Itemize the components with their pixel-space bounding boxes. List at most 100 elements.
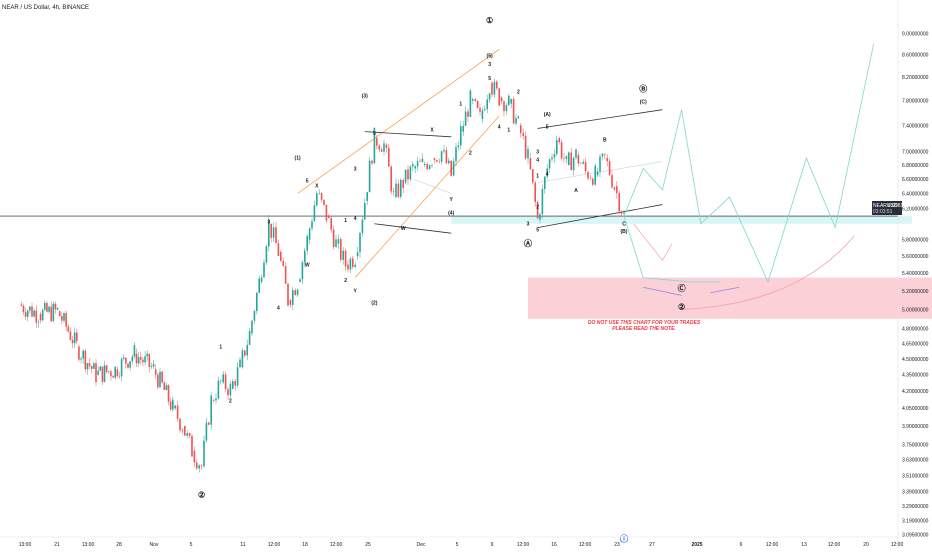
candle-body (265, 246, 268, 263)
candles-layer (20, 78, 625, 473)
candle-body (127, 363, 129, 368)
candle-body (35, 310, 38, 323)
candle-body (46, 302, 48, 312)
support-zone (451, 215, 912, 224)
x-tick-label: 21 (54, 542, 60, 548)
candle-body (241, 350, 244, 368)
x-tick-label: Dec (417, 542, 426, 548)
candle-body (239, 359, 241, 368)
wave-label: 3 (536, 149, 539, 155)
candle-body (196, 462, 198, 469)
y-axis[interactable]: 9.00000000 8.60000000 8.20000000 7.80000000… (897, 0, 929, 550)
candle-body (395, 183, 397, 198)
candle-body (505, 105, 508, 112)
candle-body (342, 250, 344, 260)
candle-body (462, 125, 464, 132)
candle-body (110, 371, 112, 377)
x-tick-label: 28 (116, 542, 122, 548)
wave-label: 1 (459, 101, 462, 107)
warning-line-2: PLEASE READ THE NOTE. (612, 326, 676, 332)
candle-body (620, 211, 623, 214)
candle-body (356, 252, 359, 257)
candle-body (165, 385, 168, 390)
candle-body (316, 193, 318, 206)
lines-layer (297, 48, 663, 278)
candle-body (268, 220, 270, 247)
y-tick-label: 3.90000000 (902, 424, 929, 430)
y-tick-label: 4.35000000 (902, 373, 929, 379)
candle-body (103, 365, 106, 382)
y-tick-label: 6.40000000 (902, 191, 929, 197)
candle-body (373, 127, 376, 164)
candle-body (520, 125, 522, 134)
candle-body (368, 160, 371, 193)
candle-body (498, 88, 500, 106)
wave-label: 3 (527, 221, 530, 227)
candle-body (258, 278, 260, 293)
candle-body (496, 81, 498, 89)
y-tick-label: 5.60000000 (902, 254, 929, 260)
candle-body (193, 450, 196, 463)
candle-body (148, 353, 151, 368)
candle-body (203, 440, 205, 467)
candle-body (352, 258, 354, 267)
wave-label: B (603, 137, 607, 143)
candle-body (157, 374, 159, 388)
candle-body (563, 158, 565, 159)
candle-body (440, 151, 443, 162)
candle-body (332, 229, 335, 247)
candle-body (536, 201, 539, 219)
wave-label: 5 (546, 124, 549, 130)
wave-label: ② (678, 302, 685, 311)
candle-body (392, 191, 395, 192)
wave-label: C (622, 221, 626, 227)
candle-body (481, 110, 484, 119)
y-tick-label: 6.60000000 (902, 177, 929, 183)
candle-body (527, 149, 529, 159)
candle-body (270, 223, 272, 238)
wave-label: 4 (546, 171, 549, 177)
candle-body (426, 163, 428, 170)
candle-body (97, 370, 99, 375)
candle-body (294, 290, 296, 296)
candle-body (90, 366, 93, 369)
x-axis[interactable]: 13:00 21 13:00 28 Nov 5 11 12:00 18 12:00 25 Dec 5 9 1… (0, 536, 903, 548)
wave-label: 4 (498, 124, 501, 130)
candle-body (580, 163, 582, 165)
wave-label: W (401, 226, 406, 232)
y-tick-label: 8.60000000 (902, 53, 929, 59)
candle-body (299, 279, 301, 282)
projection-arrows-purple (643, 286, 740, 296)
wave-label: Ⓒ (678, 283, 686, 293)
y-tick-label: 7.40000000 (902, 123, 929, 129)
y-tick-label: 9.00000000 (902, 31, 929, 37)
candle-body (263, 262, 265, 278)
candle-body (67, 326, 70, 332)
candle-body (474, 99, 476, 101)
candle-body (376, 138, 378, 146)
candle-body (163, 382, 166, 390)
x-tick-label: 13:00 (19, 542, 32, 548)
candle-body (512, 99, 515, 124)
candle-body (380, 149, 383, 152)
x-tick-label: 12:00 (579, 542, 592, 548)
candle-body (592, 178, 594, 185)
candle-body (479, 108, 481, 112)
x-tick-label: 12:00 (766, 542, 779, 548)
candle-body (154, 369, 157, 375)
wave-label: 5 (373, 131, 376, 137)
candle-body (344, 250, 347, 267)
candle-body (551, 157, 553, 160)
candle-body (246, 344, 248, 356)
candle-body (234, 381, 236, 386)
candle-body (146, 353, 148, 357)
candle-body (623, 212, 625, 214)
candle-body (419, 161, 421, 163)
wave-label: (4) (448, 210, 454, 216)
candle-body (44, 302, 46, 310)
wave-label: 2 (517, 89, 520, 95)
candle-body (304, 250, 306, 263)
candle-body (65, 313, 67, 327)
warning-note: DO NOT USE THIS CHART FOR YOUR TRADES PL… (588, 320, 701, 332)
